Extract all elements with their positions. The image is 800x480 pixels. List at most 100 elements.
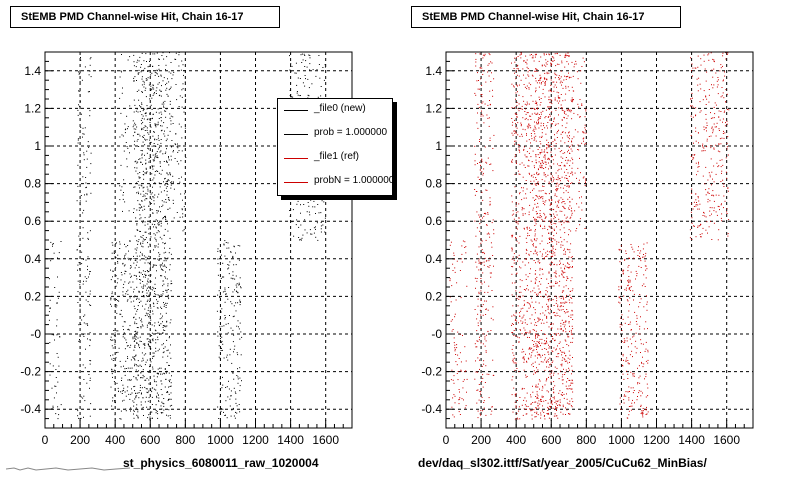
- data-point: [155, 93, 157, 94]
- data-point: [124, 281, 126, 283]
- data-point: [552, 246, 554, 248]
- data-point: [561, 84, 562, 86]
- data-point: [534, 112, 536, 114]
- data-point: [571, 365, 573, 367]
- data-point: [545, 310, 547, 312]
- data-point: [161, 295, 163, 297]
- data-point: [235, 302, 237, 304]
- data-point: [535, 128, 537, 130]
- data-point: [142, 240, 144, 242]
- data-point: [82, 364, 84, 366]
- data-point: [157, 220, 158, 222]
- data-point: [182, 64, 184, 66]
- data-point: [128, 329, 130, 331]
- data-point: [537, 414, 539, 416]
- data-point: [229, 354, 231, 356]
- data-point: [160, 211, 161, 213]
- data-point: [463, 379, 465, 381]
- data-point: [726, 142, 728, 144]
- data-point: [132, 135, 134, 137]
- data-point: [551, 362, 553, 363]
- data-point: [517, 65, 518, 67]
- data-point: [556, 232, 557, 234]
- data-point: [571, 61, 573, 63]
- data-point: [237, 382, 239, 384]
- data-point: [154, 290, 156, 292]
- data-point: [571, 182, 573, 184]
- data-point: [520, 108, 522, 110]
- data-point: [521, 199, 523, 201]
- data-point: [119, 418, 121, 420]
- data-point: [527, 103, 529, 105]
- data-point: [541, 179, 543, 181]
- data-point: [152, 266, 154, 268]
- data-point: [57, 381, 59, 383]
- data-point: [79, 105, 80, 107]
- data-point: [120, 189, 122, 191]
- data-point: [478, 399, 480, 401]
- data-point: [544, 127, 546, 129]
- data-point: [139, 255, 141, 257]
- data-point: [562, 406, 564, 408]
- data-point: [576, 71, 578, 73]
- data-point: [291, 221, 293, 223]
- data-point: [522, 316, 524, 318]
- data-point: [483, 168, 485, 170]
- data-point: [549, 406, 551, 408]
- data-point: [537, 317, 539, 319]
- data-point: [536, 295, 538, 297]
- data-point: [147, 392, 149, 394]
- data-point: [527, 289, 529, 291]
- data-point: [570, 341, 572, 343]
- data-point: [83, 159, 85, 161]
- data-point: [540, 152, 542, 154]
- data-point: [292, 209, 294, 211]
- data-point: [222, 343, 224, 345]
- data-point: [529, 347, 531, 349]
- data-point: [153, 249, 154, 251]
- data-point: [483, 122, 485, 124]
- data-point: [181, 89, 183, 91]
- data-point: [136, 167, 138, 169]
- data-point: [165, 217, 167, 219]
- data-point: [156, 376, 158, 378]
- data-point: [163, 305, 165, 307]
- data-point: [629, 338, 631, 340]
- data-point: [485, 239, 487, 241]
- data-point: [125, 253, 127, 255]
- data-point: [546, 53, 547, 55]
- data-point: [557, 200, 559, 202]
- data-point: [571, 267, 573, 268]
- data-point: [715, 194, 717, 196]
- data-point: [622, 373, 624, 375]
- data-point: [536, 293, 537, 295]
- data-point: [155, 389, 157, 391]
- data-point: [538, 118, 540, 120]
- data-point: [483, 264, 485, 266]
- data-point: [480, 164, 481, 166]
- data-point: [642, 411, 644, 413]
- data-point: [530, 251, 532, 252]
- data-point: [133, 349, 135, 351]
- data-point: [552, 56, 554, 58]
- data-point: [138, 207, 140, 209]
- data-point: [557, 333, 559, 335]
- data-point: [581, 105, 583, 106]
- data-point: [564, 312, 566, 314]
- data-point: [459, 397, 461, 399]
- data-point: [521, 135, 523, 137]
- data-point: [145, 275, 147, 276]
- data-point: [525, 117, 527, 119]
- data-point: [166, 391, 168, 392]
- data-point: [530, 394, 531, 396]
- data-point: [635, 278, 636, 280]
- data-point: [85, 200, 87, 202]
- data-point: [181, 208, 183, 210]
- data-point: [646, 309, 648, 311]
- data-point: [489, 272, 491, 274]
- data-point: [229, 348, 231, 350]
- data-point: [220, 277, 222, 279]
- data-point: [627, 284, 629, 286]
- data-point: [548, 193, 550, 195]
- data-point: [535, 270, 537, 272]
